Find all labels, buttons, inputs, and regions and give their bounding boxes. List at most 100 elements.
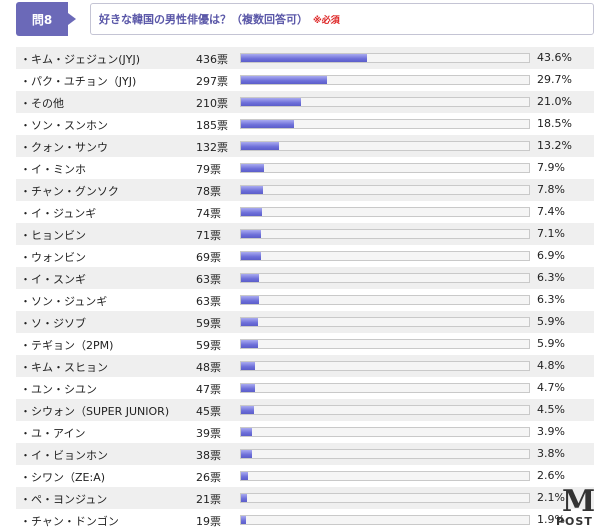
category-label: ・イ・ビョンホン	[20, 449, 108, 462]
bar	[241, 252, 261, 260]
chart-row: ・ウォンビン 69票 6.9%	[16, 245, 594, 267]
results-chart: ・キム・ジェジュン(JYJ) 436票 43.6% ・パク・ユチョン（JYJ) 297票…	[16, 47, 594, 532]
percent-label: 4.7%	[537, 381, 565, 394]
percent-label: 43.6%	[537, 51, 572, 64]
bar-track	[240, 317, 530, 327]
bar	[241, 318, 258, 326]
bar-track	[240, 75, 530, 85]
mpost-logo: M POST	[552, 487, 598, 531]
vote-count-label: 47票	[196, 383, 221, 396]
percent-label: 7.4%	[537, 205, 565, 218]
bar	[241, 296, 260, 304]
bar-track	[240, 163, 530, 173]
bar	[241, 120, 295, 128]
vote-count-label: 297票	[196, 75, 228, 88]
chart-row: ・ペ・ヨンジュン 21票 2.1%	[16, 487, 594, 509]
percent-label: 7.8%	[537, 183, 565, 196]
chart-row: ・ソン・スンホン 185票 18.5%	[16, 113, 594, 135]
bar-track	[240, 427, 530, 437]
bar	[241, 76, 327, 84]
vote-count-label: 59票	[196, 317, 221, 330]
question-number-badge: 問8	[16, 2, 76, 36]
percent-label: 18.5%	[537, 117, 572, 130]
chart-row: ・ソン・ジュンギ 63票 6.3%	[16, 289, 594, 311]
chart-row: ・ヒョンビン 71票 7.1%	[16, 223, 594, 245]
bar-track	[240, 53, 530, 63]
bar	[241, 142, 280, 150]
category-label: ・チャン・ドンゴン	[20, 515, 119, 528]
bar-track	[240, 207, 530, 217]
chart-row: ・イ・ミンホ 79票 7.9%	[16, 157, 594, 179]
percent-label: 6.9%	[537, 249, 565, 262]
category-label: ・キム・ジェジュン(JYJ)	[20, 53, 141, 66]
category-label: ・ユン・シユン	[20, 383, 97, 396]
bar	[241, 98, 302, 106]
percent-label: 3.9%	[537, 425, 565, 438]
chart-row: ・ユ・アイン 39票 3.9%	[16, 421, 594, 443]
question-header: 問8 好きな韓国の男性俳優は？（複数回答可） ※必須	[16, 2, 596, 36]
chart-row: ・キム・ジェジュン(JYJ) 436票 43.6%	[16, 47, 594, 69]
vote-count-label: 79票	[196, 163, 221, 176]
category-label: ・ユ・アイン	[20, 427, 86, 440]
vote-count-label: 74票	[196, 207, 221, 220]
percent-label: 7.9%	[537, 161, 565, 174]
bar-track	[240, 97, 530, 107]
category-label: ・シワン（ZE:A)	[20, 471, 106, 484]
category-label: ・ソン・ジュンギ	[20, 295, 108, 308]
bar-track	[240, 449, 530, 459]
category-label: ・キム・スヒョン	[20, 361, 108, 374]
chart-row: ・イ・スンギ 63票 6.3%	[16, 267, 594, 289]
chart-row: ・イ・ビョンホン 38票 3.8%	[16, 443, 594, 465]
category-label: ・イ・ジュンギ	[20, 207, 97, 220]
percent-label: 3.8%	[537, 447, 565, 460]
bar	[241, 384, 255, 392]
percent-label: 5.9%	[537, 337, 565, 350]
bar	[241, 54, 367, 62]
percent-label: 13.2%	[537, 139, 572, 152]
chart-row: ・キム・スヒョン 48票 4.8%	[16, 355, 594, 377]
required-label: ※必須	[313, 15, 340, 26]
vote-count-label: 132票	[196, 141, 228, 154]
vote-count-label: 39票	[196, 427, 221, 440]
percent-label: 21.0%	[537, 95, 572, 108]
category-label: ・シウォン（SUPER JUNIOR)	[20, 405, 170, 418]
vote-count-label: 38票	[196, 449, 221, 462]
percent-label: 7.1%	[537, 227, 565, 240]
bar-track	[240, 295, 530, 305]
chart-row: ・その他 210票 21.0%	[16, 91, 594, 113]
chart-row: ・ユン・シユン 47票 4.7%	[16, 377, 594, 399]
percent-label: 2.6%	[537, 469, 565, 482]
bar-track	[240, 383, 530, 393]
percent-label: 1.9%	[537, 513, 565, 526]
bar	[241, 494, 248, 502]
bar-track	[240, 361, 530, 371]
chart-row: ・テギョン（2PM) 59票 5.9%	[16, 333, 594, 355]
vote-count-label: 69票	[196, 251, 221, 264]
vote-count-label: 185票	[196, 119, 228, 132]
category-label: ・ソ・ジソブ	[20, 317, 86, 330]
category-label: ・ソン・スンホン	[20, 119, 108, 132]
chart-row: ・パク・ユチョン（JYJ) 297票 29.7%	[16, 69, 594, 91]
bar-track	[240, 229, 530, 239]
vote-count-label: 19票	[196, 515, 221, 528]
chart-row: ・イ・ジュンギ 74票 7.4%	[16, 201, 594, 223]
bar-track	[240, 273, 530, 283]
vote-count-label: 210票	[196, 97, 228, 110]
vote-count-label: 26票	[196, 471, 221, 484]
vote-count-label: 59票	[196, 339, 221, 352]
category-label: ・イ・スンギ	[20, 273, 86, 286]
bar-track	[240, 405, 530, 415]
bar-track	[240, 119, 530, 129]
bar	[241, 362, 255, 370]
bar	[241, 472, 249, 480]
bar-track	[240, 515, 530, 525]
bar	[241, 428, 253, 436]
chart-row: ・チャン・ドンゴン 19票 1.9%	[16, 509, 594, 531]
bar-track	[240, 185, 530, 195]
percent-label: 6.3%	[537, 293, 565, 306]
percent-label: 4.8%	[537, 359, 565, 372]
category-label: ・イ・ミンホ	[20, 163, 86, 176]
bar-track	[240, 141, 530, 151]
percent-label: 6.3%	[537, 271, 565, 284]
vote-count-label: 71票	[196, 229, 221, 242]
